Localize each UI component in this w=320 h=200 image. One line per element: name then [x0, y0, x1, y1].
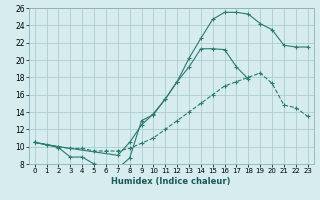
X-axis label: Humidex (Indice chaleur): Humidex (Indice chaleur): [111, 177, 231, 186]
